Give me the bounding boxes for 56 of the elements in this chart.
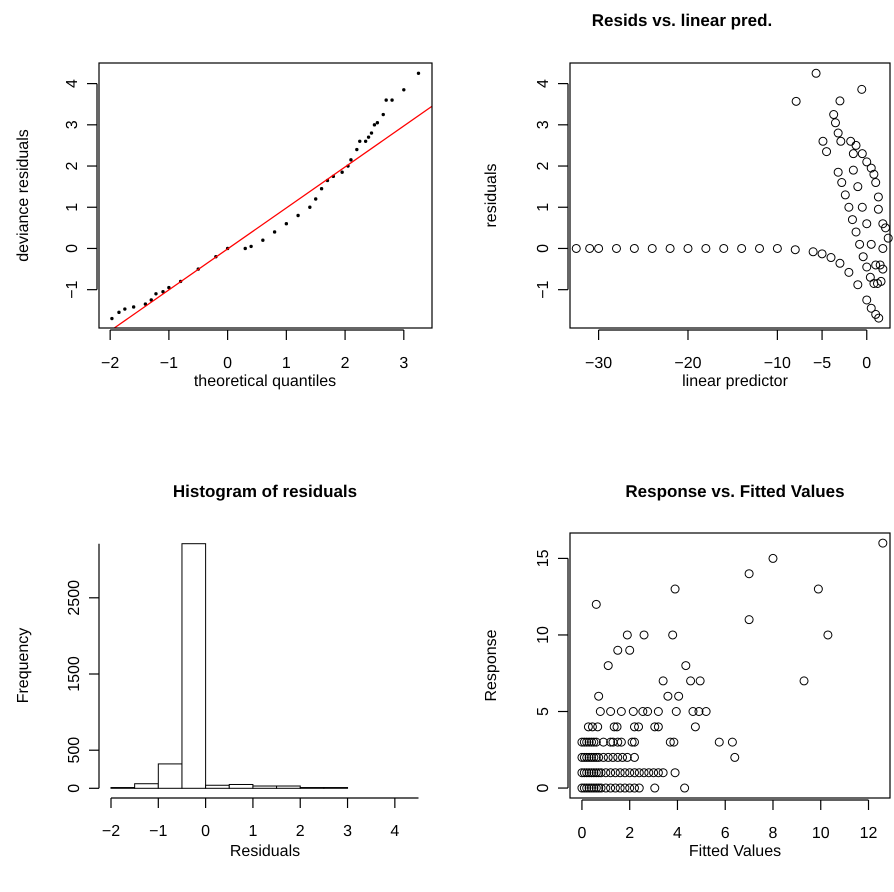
y-tick-label: 1500 [66, 656, 83, 692]
x-axis-title: theoretical quantiles [194, 373, 336, 390]
x-axis-title: Residuals [230, 843, 300, 860]
chart-title: Response vs. Fitted Values [625, 482, 845, 501]
x-tick-label: 2 [625, 825, 634, 842]
x-axis-title: Fitted Values [688, 843, 782, 860]
y-tick-label: 0 [535, 784, 552, 792]
x-tick-label: 2 [296, 823, 305, 840]
y-tick-label: −1 [535, 280, 552, 299]
x-tick-label: 4 [673, 825, 682, 842]
x-tick-label: −5 [812, 355, 832, 372]
y-tick-label: 2 [64, 161, 81, 170]
x-tick-label: 0 [201, 823, 210, 840]
y-tick-label: 4 [64, 79, 81, 88]
x-tick-label: 0 [862, 355, 872, 372]
x-tick-label: −1 [149, 823, 168, 840]
y-axis-title: deviance residuals [15, 129, 32, 262]
x-tick-label: 6 [720, 825, 730, 842]
y-axis-title: residuals [483, 163, 500, 228]
chart-title: Histogram of residuals [172, 482, 358, 501]
y-tick-label: 2500 [66, 580, 83, 616]
x-tick-label: 1 [282, 355, 291, 372]
x-tick-label: 3 [399, 355, 408, 372]
y-tick-label: 2 [535, 161, 552, 170]
y-tick-label: −1 [64, 280, 81, 299]
y-tick-label: 1 [535, 202, 552, 212]
x-tick-label: 12 [860, 825, 878, 842]
x-tick-label: −20 [674, 355, 702, 372]
x-tick-label: 2 [340, 355, 350, 372]
y-tick-label: 0 [64, 244, 81, 253]
y-tick-label: 500 [66, 736, 83, 764]
y-tick-label: 4 [535, 79, 552, 88]
x-tick-label: −2 [102, 823, 120, 840]
x-axis-title: linear predictor [682, 373, 789, 390]
y-tick-label: 1 [64, 202, 81, 212]
y-tick-label: 10 [535, 626, 552, 644]
y-tick-label: 3 [64, 120, 81, 130]
x-tick-label: 1 [248, 823, 258, 840]
x-tick-label: 3 [343, 823, 352, 840]
x-tick-label: 0 [223, 355, 232, 372]
y-tick-label: 3 [535, 120, 552, 130]
x-tick-label: −30 [585, 355, 612, 372]
x-tick-label: −1 [160, 355, 178, 372]
x-tick-label: 8 [768, 825, 778, 842]
x-tick-label: −10 [764, 355, 792, 372]
y-tick-label: 0 [66, 784, 83, 793]
chart-title: Resids vs. linear pred. [592, 11, 772, 30]
x-tick-label: 4 [390, 823, 400, 840]
y-tick-label: 5 [535, 706, 552, 716]
x-tick-label: −2 [101, 355, 120, 372]
y-axis-title: Frequency [15, 628, 32, 704]
y-tick-label: 15 [535, 549, 552, 568]
y-axis-title: Response [483, 629, 500, 702]
y-tick-label: 0 [535, 244, 552, 253]
x-tick-label: 0 [577, 825, 586, 842]
x-tick-label: 10 [812, 825, 830, 842]
